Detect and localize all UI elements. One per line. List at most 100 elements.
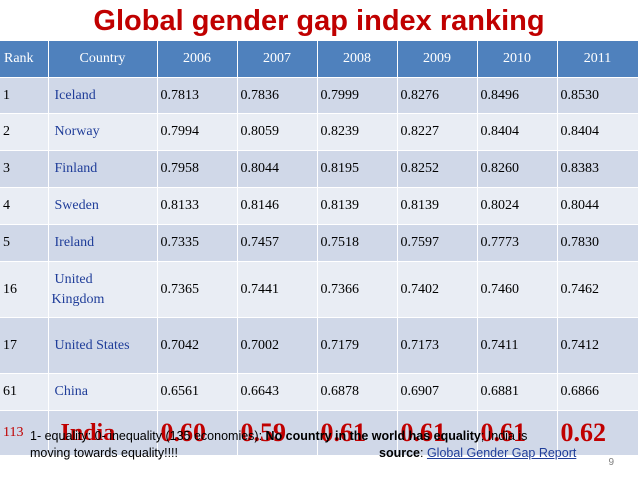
- table-row-finland: 3 Finland 0.7958 0.8044 0.8195 0.8252 0.…: [0, 150, 638, 188]
- country-cell: Norway: [48, 113, 158, 151]
- value-cell: 0.8530: [557, 77, 638, 114]
- value-cell: 0.7773: [477, 224, 558, 262]
- value-cell: 0.62: [557, 410, 638, 455]
- value-cell: 0.8276: [397, 77, 478, 114]
- value-cell: 0.7460: [477, 261, 558, 318]
- value-cell: 0.7830: [557, 224, 638, 262]
- value-cell: 0.8044: [237, 150, 318, 188]
- value-cell: 0.7411: [477, 317, 558, 374]
- table-header-row: Rank Country 2006 2007 2008 2009 2010 20…: [0, 41, 638, 78]
- value-cell: 0.7518: [317, 224, 398, 262]
- footnote-text: 1- equality: 0- inequality (135 economie…: [30, 429, 266, 443]
- value-cell: 0.8404: [557, 113, 638, 151]
- source-label: source: [379, 446, 420, 460]
- table-row-ireland: 5 Ireland 0.7335 0.7457 0.7518 0.7597 0.…: [0, 224, 638, 262]
- value-cell: 0.8496: [477, 77, 558, 114]
- country-line-2: Kingdom: [51, 291, 105, 307]
- value-cell: 0.7597: [397, 224, 478, 262]
- rank-cell: 17: [0, 317, 49, 374]
- rank-cell: 3: [0, 150, 49, 188]
- value-cell: 0.7994: [157, 113, 238, 151]
- country-line-1: United: [54, 271, 93, 287]
- value-cell: 0.8260: [477, 150, 558, 188]
- value-cell: 0.7179: [317, 317, 398, 374]
- value-cell: 0.7042: [157, 317, 238, 374]
- value-cell: 0.7002: [237, 317, 318, 374]
- value-cell: 0.8059: [237, 113, 318, 151]
- country-cell: Finland: [48, 150, 158, 188]
- value-cell: 0.7412: [557, 317, 638, 374]
- header-2007: 2007: [237, 41, 318, 78]
- footnote-emphasis: No country in the world has equality: [265, 429, 481, 443]
- rank-cell: 113: [0, 410, 49, 455]
- rank-cell: 4: [0, 187, 49, 225]
- header-2010: 2010: [477, 41, 558, 78]
- value-cell: 0.59: [237, 410, 318, 455]
- value-cell: 0.6643: [237, 373, 318, 411]
- value-cell: 0.7836: [237, 77, 318, 114]
- table-row-china: 61 China 0.6561 0.6643 0.6878 0.6907 0.6…: [0, 373, 638, 411]
- value-cell: 0.6561: [157, 373, 238, 411]
- value-cell: 0.7958: [157, 150, 238, 188]
- value-cell: 0.6878: [317, 373, 398, 411]
- value-cell: 0.7457: [237, 224, 318, 262]
- value-cell: 0.7999: [317, 77, 398, 114]
- value-cell: 0.61: [477, 410, 558, 455]
- value-cell: 0.7462: [557, 261, 638, 318]
- value-cell: 0.8227: [397, 113, 478, 151]
- table-row-united-kingdom: 16 United Kingdom 0.7365 0.7441 0.7366 0.…: [0, 261, 638, 318]
- value-cell: 0.7366: [317, 261, 398, 318]
- value-cell: 0.60: [157, 410, 238, 455]
- slide-title: Global gender gap index ranking: [93, 5, 545, 37]
- value-cell: 0.7813: [157, 77, 238, 114]
- country-cell: Iceland: [48, 77, 158, 114]
- rank-cell: 16: [0, 261, 49, 318]
- value-cell: 0.8139: [397, 187, 478, 225]
- country-cell: United Kingdom: [48, 261, 158, 318]
- value-cell: 0.7365: [157, 261, 238, 318]
- header-2009: 2009: [397, 41, 478, 78]
- footnote-line-1: 1- equality: 0- inequality (135 economie…: [30, 428, 527, 445]
- value-cell: 0.7173: [397, 317, 478, 374]
- value-cell: 0.8252: [397, 150, 478, 188]
- table-row-sweden: 4 Sweden 0.8133 0.8146 0.8139 0.8139 0.8…: [0, 187, 638, 225]
- value-cell: 0.7402: [397, 261, 478, 318]
- value-cell: 0.8139: [317, 187, 398, 225]
- value-cell: 0.8024: [477, 187, 558, 225]
- value-cell: 0.6866: [557, 373, 638, 411]
- source-colon: :: [420, 446, 427, 460]
- country-cell: United States: [48, 317, 158, 374]
- value-cell: 0.7335: [157, 224, 238, 262]
- table-row-iceland: 1 Iceland 0.7813 0.7836 0.7999 0.8276 0.…: [0, 77, 638, 114]
- value-cell: 0.8044: [557, 187, 638, 225]
- value-cell: 0.8383: [557, 150, 638, 188]
- rank-cell: 1: [0, 77, 49, 114]
- header-rank: Rank: [0, 41, 49, 78]
- rank-cell: 2: [0, 113, 49, 151]
- value-cell: 0.6907: [397, 373, 478, 411]
- header-2008: 2008: [317, 41, 398, 78]
- value-cell: 0.8195: [317, 150, 398, 188]
- value-cell: 0.8146: [237, 187, 318, 225]
- header-2006: 2006: [157, 41, 238, 78]
- rank-cell: 61: [0, 373, 49, 411]
- value-cell: 0.7441: [237, 261, 318, 318]
- country-cell: Ireland: [48, 224, 158, 262]
- page-number: 9: [608, 457, 614, 468]
- country-cell: China: [48, 373, 158, 411]
- gender-gap-table: Rank Country 2006 2007 2008 2009 2010 2 0…: [0, 41, 638, 455]
- table-row-united-states: 17 United States 0.7042 0.7002 0.7179 0.…: [0, 317, 638, 374]
- rank-cell: 5: [0, 224, 49, 262]
- value-cell: 0.61: [317, 410, 398, 455]
- value-cell: 0.8239: [317, 113, 398, 151]
- value-cell: 0.6881: [477, 373, 558, 411]
- source-link[interactable]: Global Gender Gap Report: [426, 446, 577, 460]
- country-cell: India: [48, 410, 158, 455]
- header-country: Country: [48, 41, 158, 78]
- value-cell: 0.8404: [477, 113, 558, 151]
- value-cell: 0.61: [397, 410, 478, 455]
- table-row-norway: 2 Norway 0.7994 0.8059 0.8239 0.8227 0.8…: [0, 113, 638, 151]
- table-row-india: 113 India 0.60 0.59 0.61 0.61 0.61 0.62: [0, 410, 638, 455]
- source-citation: source: Global Gender Gap Report: [379, 445, 576, 462]
- value-cell: 0.8133: [157, 187, 238, 225]
